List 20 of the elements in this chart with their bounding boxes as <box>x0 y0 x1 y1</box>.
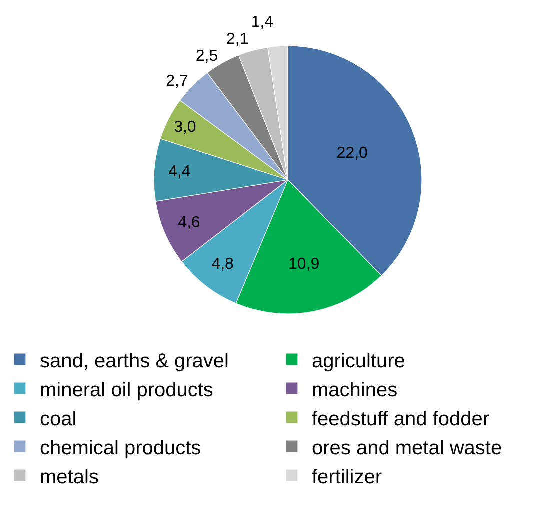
legend-label: ores and metal waste <box>312 437 502 460</box>
data-label: 2,1 <box>226 31 249 48</box>
legend-label: metals <box>40 466 99 488</box>
data-label: 4,6 <box>178 214 200 232</box>
legend-label: feedstuff and fodder <box>312 408 490 430</box>
data-label: 3,0 <box>174 118 196 136</box>
data-label: 1,4 <box>251 14 274 32</box>
legend-label: fertilizer <box>312 466 382 488</box>
legend-label: machines <box>312 379 398 402</box>
legend-label: mineral oil products <box>40 379 214 402</box>
data-label: 2,7 <box>166 73 188 90</box>
data-label: 10,9 <box>288 256 320 274</box>
data-label: 22,0 <box>336 145 368 162</box>
legend-label: sand, earths & gravel <box>40 350 229 372</box>
data-label: 2,5 <box>196 48 218 66</box>
legend-label: agriculture <box>312 350 406 372</box>
legend-label: chemical products <box>40 437 202 460</box>
legend-label: coal <box>40 408 77 430</box>
data-label: 4,8 <box>212 256 234 274</box>
data-label: 4,4 <box>168 163 191 180</box>
